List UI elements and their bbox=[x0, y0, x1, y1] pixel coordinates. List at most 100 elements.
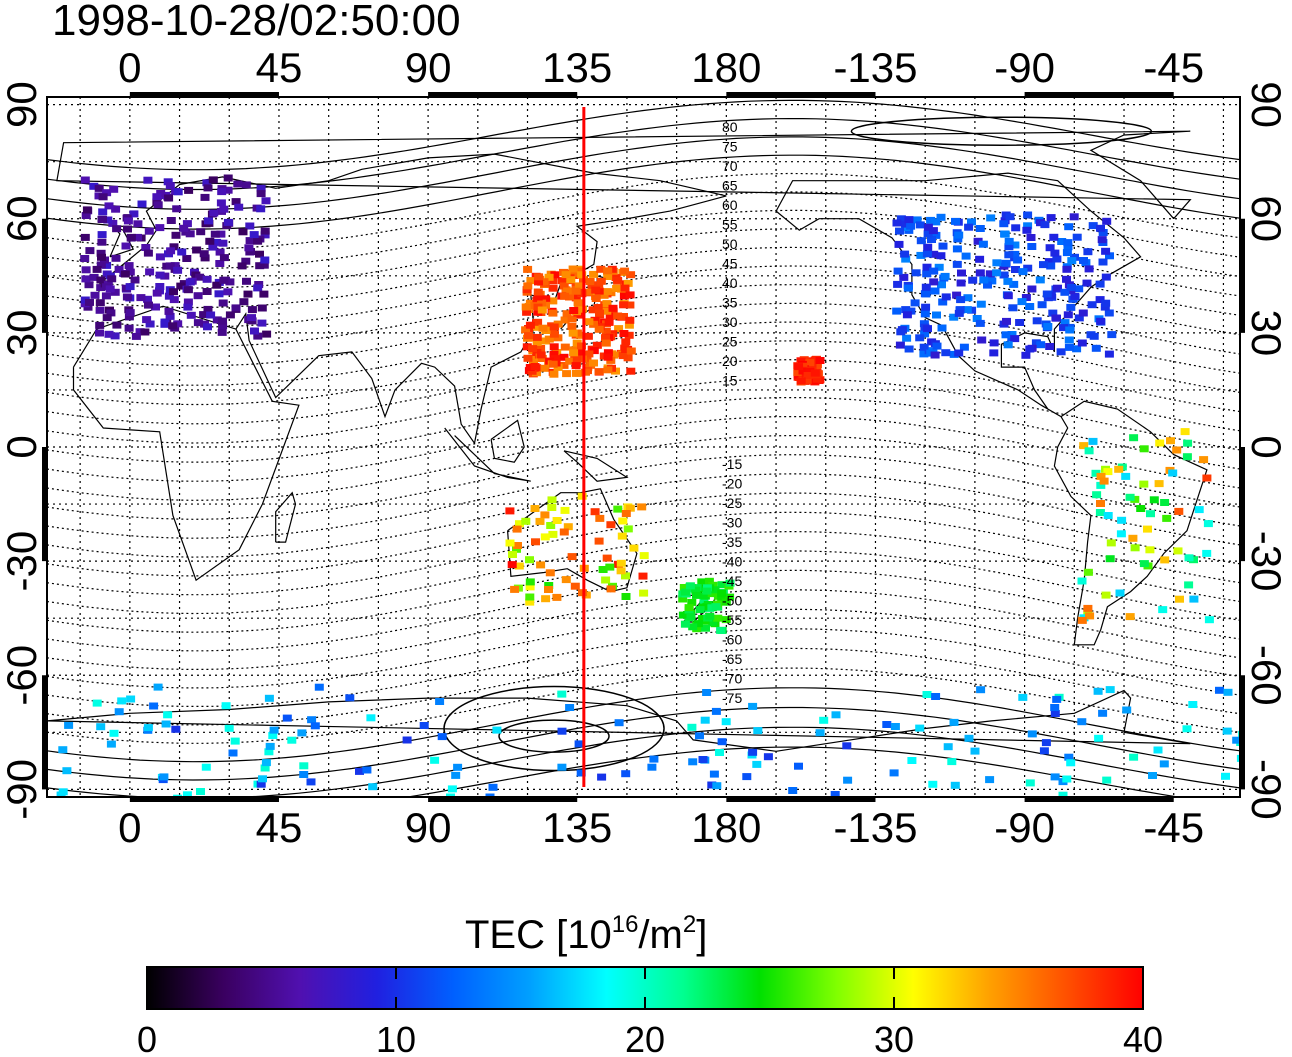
tec-cell bbox=[135, 328, 145, 336]
tec-cell bbox=[1129, 753, 1139, 761]
tec-cell bbox=[957, 269, 966, 277]
tec-cell bbox=[953, 235, 963, 243]
tec-cell bbox=[451, 771, 461, 779]
frame-bar-bottom bbox=[1024, 796, 1174, 802]
tec-cell bbox=[216, 199, 226, 207]
tec-cell bbox=[602, 300, 612, 308]
tec-cell bbox=[165, 312, 175, 320]
tec-cell bbox=[712, 782, 722, 790]
tec-cell bbox=[1053, 284, 1062, 292]
tec-cell bbox=[570, 582, 580, 590]
tec-cell bbox=[1067, 283, 1076, 291]
tec-cell bbox=[1064, 343, 1074, 351]
tec-cell bbox=[1174, 507, 1184, 515]
tec-cell bbox=[258, 775, 267, 783]
tec-cell bbox=[262, 330, 272, 338]
contour-label: 60 bbox=[722, 197, 738, 213]
tec-cell bbox=[548, 360, 558, 368]
tec-cell bbox=[592, 341, 602, 349]
tec-cell bbox=[805, 367, 815, 375]
tec-cell bbox=[1035, 276, 1045, 284]
tec-cell bbox=[603, 366, 613, 374]
tec-cell bbox=[1154, 480, 1164, 488]
tec-cell bbox=[237, 262, 247, 270]
tec-cell bbox=[985, 776, 995, 784]
contour-label: -50 bbox=[722, 593, 742, 609]
tec-cell bbox=[1004, 243, 1014, 251]
tec-cell bbox=[573, 299, 583, 307]
tec-cell bbox=[550, 271, 560, 279]
tec-cell bbox=[201, 763, 211, 771]
lon-tick-label: 135 bbox=[542, 804, 612, 851]
tec-cell bbox=[129, 210, 139, 218]
tec-cell bbox=[1091, 344, 1101, 352]
tec-cell bbox=[92, 699, 102, 707]
tec-cell bbox=[548, 284, 558, 292]
south-pole-contour bbox=[498, 719, 610, 753]
tec-cell bbox=[902, 334, 912, 342]
tec-cell bbox=[523, 265, 533, 273]
lat-tick-label: 90 bbox=[0, 81, 45, 128]
contour-label: 40 bbox=[722, 275, 738, 291]
tec-cell bbox=[512, 545, 521, 553]
mag-lat-contour bbox=[47, 706, 1240, 781]
tec-cell bbox=[567, 315, 577, 323]
tec-cell bbox=[104, 202, 114, 210]
tec-cell bbox=[619, 292, 629, 300]
tec-cell bbox=[1056, 348, 1066, 356]
lat-tick-label: -90 bbox=[0, 759, 45, 820]
lat-tick-label: -60 bbox=[1243, 645, 1290, 706]
tec-cell bbox=[153, 683, 163, 691]
frame-bar-top bbox=[428, 92, 578, 98]
tec-cell bbox=[521, 326, 531, 334]
tec-cell bbox=[253, 332, 263, 340]
tec-cell bbox=[355, 767, 364, 775]
tec-cell bbox=[589, 270, 599, 278]
tec-cell bbox=[143, 249, 153, 257]
tec-cell bbox=[725, 593, 735, 601]
tec-cell bbox=[626, 367, 636, 375]
tec-cell bbox=[559, 361, 569, 369]
tec-cell bbox=[124, 262, 134, 270]
tec-cell bbox=[1023, 222, 1033, 230]
tec-cell bbox=[223, 174, 233, 182]
lon-tick-label: -90 bbox=[994, 44, 1055, 91]
tec-cell bbox=[345, 694, 355, 702]
tec-cell bbox=[678, 595, 688, 603]
tec-cell bbox=[626, 271, 636, 279]
tec-cell bbox=[261, 197, 271, 205]
tec-cell bbox=[1021, 351, 1031, 359]
tec-cell bbox=[599, 291, 609, 299]
tec-cell bbox=[544, 273, 554, 281]
tec-cell bbox=[595, 309, 604, 317]
tec-cell bbox=[145, 320, 155, 328]
tec-cell bbox=[560, 316, 570, 324]
tec-cell bbox=[505, 539, 515, 547]
tec-cell bbox=[223, 218, 233, 226]
tec-cell bbox=[620, 284, 630, 292]
tec-cell bbox=[114, 265, 124, 273]
tec-cell bbox=[1160, 556, 1170, 564]
tec-cell bbox=[920, 330, 930, 338]
tec-cell bbox=[525, 583, 535, 591]
tec-cell bbox=[249, 231, 259, 239]
tec-cell bbox=[1013, 256, 1023, 264]
tec-cell bbox=[110, 332, 120, 340]
tec-cell bbox=[601, 339, 611, 347]
frame-bar-left bbox=[42, 447, 48, 562]
tec-cell bbox=[160, 320, 170, 328]
tec-cell bbox=[419, 722, 429, 729]
tec-cell bbox=[621, 346, 631, 353]
tec-cell bbox=[169, 243, 179, 251]
mag-lat-contour bbox=[47, 687, 1240, 763]
tec-cell bbox=[544, 335, 554, 343]
tec-cell bbox=[1184, 581, 1194, 589]
colorbar-tick-label: 20 bbox=[625, 1019, 665, 1057]
tec-cell bbox=[557, 763, 567, 771]
coastline-path bbox=[235, 195, 727, 445]
tec-cell bbox=[1202, 474, 1212, 482]
tec-cell bbox=[565, 293, 574, 301]
tec-cell bbox=[989, 349, 999, 357]
frame-bar-left bbox=[42, 218, 48, 333]
lat-tick-label: 0 bbox=[0, 435, 45, 458]
